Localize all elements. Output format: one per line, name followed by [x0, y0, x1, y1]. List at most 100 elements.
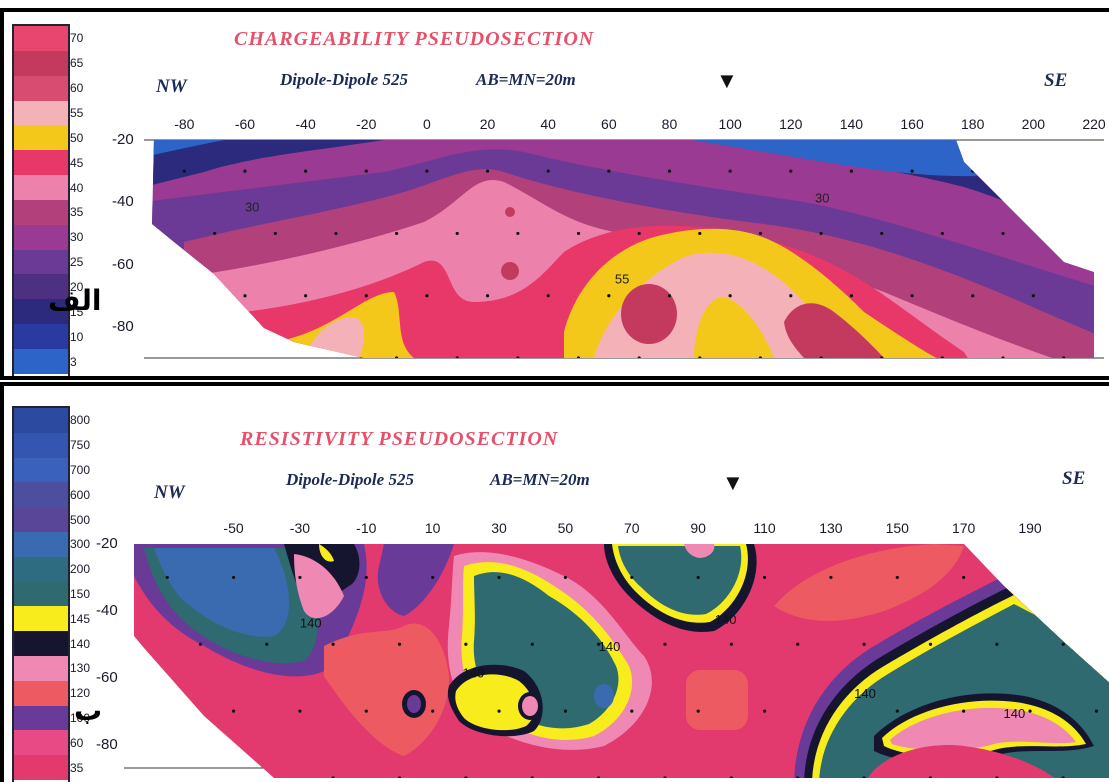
- measurement-point: [425, 294, 429, 298]
- measurement-point: [910, 294, 914, 298]
- measurement-point: [849, 294, 854, 298]
- y-tick-label: -20: [112, 131, 134, 148]
- contour-label: 140: [854, 686, 876, 701]
- measurement-point: [182, 294, 186, 298]
- measurement-point: [530, 642, 534, 646]
- colorbar-swatch: [14, 482, 68, 508]
- measurement-point: [728, 169, 732, 173]
- colorbar-label: 100: [70, 711, 91, 725]
- measurement-point: [796, 642, 800, 646]
- colorbar-swatch: [14, 408, 68, 433]
- y-tick-label: -60: [112, 255, 134, 273]
- measurement-point: [829, 709, 833, 713]
- x-tick-label: -40: [295, 116, 316, 132]
- colorbar-swatch: [14, 249, 68, 275]
- x-tick-label: 50: [557, 520, 574, 536]
- colorbar-swatch: [14, 606, 68, 632]
- colorbar-swatch: [14, 507, 68, 532]
- y-tick-label: -40: [96, 601, 118, 619]
- measurement-point: [729, 776, 733, 778]
- measurement-point: [265, 776, 269, 778]
- chargeability-nw-label: NW: [156, 76, 187, 97]
- contour-label: 30: [815, 190, 829, 205]
- measurement-point: [563, 709, 568, 713]
- colorbar-label: 300: [70, 537, 91, 552]
- measurement-point: [880, 231, 884, 236]
- resistivity-panel: 800 750 700 600 500 300 200 150 145 140 130 120 100 6…: [0, 382, 1109, 782]
- measurement-point: [728, 294, 732, 298]
- measurement-point: [455, 231, 459, 236]
- measurement-point: [165, 709, 169, 713]
- x-tick-label: -10: [356, 520, 377, 536]
- y-tick-label: -60: [96, 668, 118, 686]
- measurement-point: [331, 642, 335, 646]
- measurement-point: [971, 294, 975, 298]
- chargeability-title: CHARGEABILITY PSEUDOSECTION: [234, 28, 595, 50]
- measurement-point: [928, 776, 933, 778]
- measurement-point: [298, 575, 302, 580]
- x-tick-label: 60: [601, 116, 617, 132]
- resistivity-station-marker: ▼: [722, 470, 744, 495]
- measurement-point: [334, 231, 338, 236]
- y-tick-label: -80: [112, 317, 134, 335]
- x-tick-label: 70: [623, 520, 640, 536]
- colorbar-label: 140: [70, 636, 91, 651]
- measurement-point: [397, 642, 402, 646]
- measurement-point: [940, 356, 944, 358]
- measurement-point: [849, 169, 854, 173]
- measurement-point: [364, 575, 368, 580]
- measurement-point: [819, 356, 823, 358]
- measurement-point: [364, 294, 368, 298]
- measurement-point: [663, 642, 667, 646]
- x-tick-label: -20: [356, 116, 377, 132]
- x-tick-label: -80: [174, 116, 195, 132]
- x-tick-label: 170: [951, 520, 976, 536]
- colorbar-swatch: [14, 125, 68, 151]
- measurement-point: [630, 709, 634, 713]
- colorbar-swatch: [14, 224, 68, 250]
- measurement-point: [1001, 356, 1005, 358]
- measurement-point: [364, 709, 368, 713]
- x-tick-label: -30: [289, 520, 311, 536]
- colorbar-label: 130: [70, 661, 91, 676]
- resistivity-nw-label: NW: [154, 482, 185, 503]
- x-tick-label: 80: [661, 116, 678, 132]
- contour-label: 55: [615, 271, 629, 286]
- y-tick-label: -80: [96, 735, 118, 753]
- measurement-point: [1094, 575, 1099, 580]
- colorbar-swatch: [14, 274, 68, 300]
- measurement-point: [696, 709, 700, 713]
- contour-label: 140: [1003, 706, 1025, 721]
- measurement-point: [576, 231, 581, 236]
- chargeability-panel-letter: الف: [48, 284, 102, 317]
- resistivity-se-label: SE: [1062, 468, 1086, 489]
- contour-label: 30: [245, 200, 259, 215]
- x-tick-label: 180: [961, 116, 985, 132]
- x-tick-label: 120: [779, 116, 803, 132]
- measurement-point: [198, 642, 202, 646]
- measurement-point: [895, 709, 899, 713]
- chargeability-spacing-label: AB=MN=20m: [476, 70, 576, 89]
- measurement-point: [928, 642, 933, 646]
- measurement-point: [995, 642, 999, 646]
- measurement-point: [394, 356, 399, 358]
- measurement-point: [1062, 356, 1066, 358]
- measurement-point: [497, 575, 501, 580]
- measurement-point: [546, 294, 550, 298]
- measurement-point: [464, 642, 468, 646]
- colorbar-swatch: [14, 457, 68, 483]
- measurement-point: [243, 169, 247, 173]
- colorbar-label: 145: [70, 611, 91, 626]
- measurement-point: [265, 642, 269, 646]
- resistivity-panel-letter: ب: [74, 694, 103, 727]
- measurement-point: [576, 356, 581, 358]
- x-tick-label: 30: [491, 520, 507, 536]
- colorbar-swatch: [14, 75, 68, 101]
- measurement-point: [829, 575, 833, 580]
- chargeability-array-label: Dipole-Dipole 525: [280, 70, 408, 89]
- measurement-point: [862, 776, 866, 778]
- resistivity-title: RESISTIVITY PSEUDOSECTION: [240, 428, 559, 450]
- measurement-point: [758, 231, 763, 236]
- colorbar-swatch: [14, 175, 68, 200]
- measurement-point: [485, 169, 490, 173]
